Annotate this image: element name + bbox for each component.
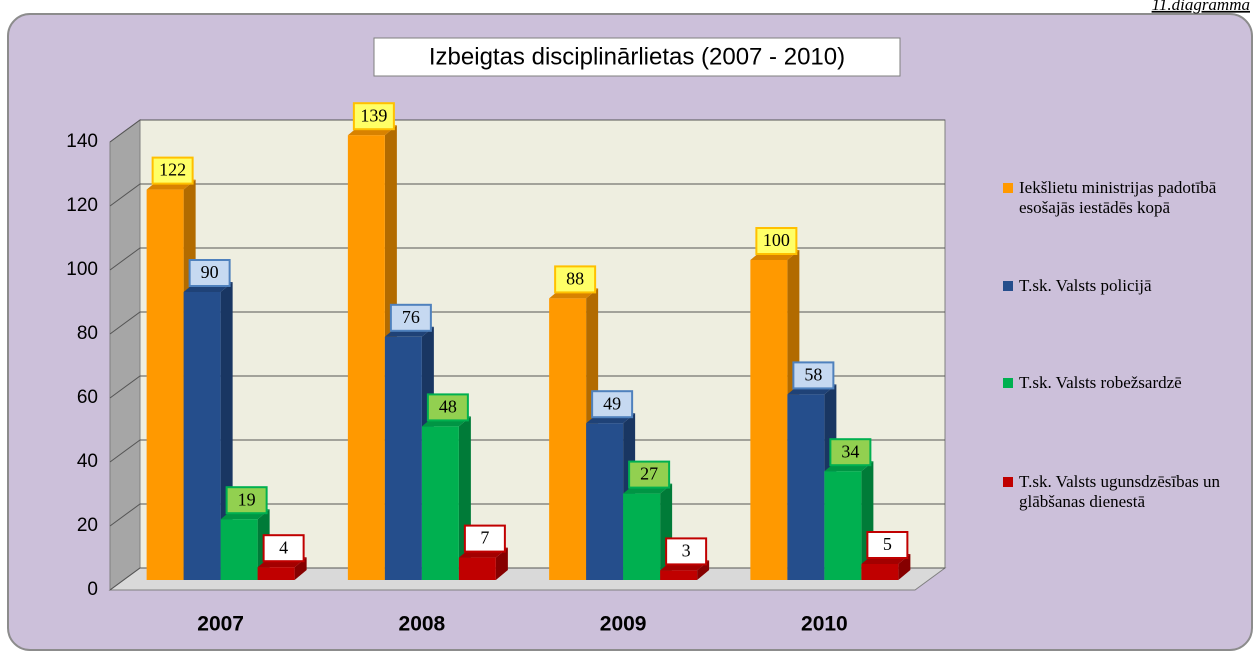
legend-label: T.sk. Valsts policijā xyxy=(1019,276,1152,295)
grid-line xyxy=(109,439,945,463)
data-label: 5 xyxy=(883,534,892,554)
data-label-box xyxy=(755,227,798,255)
bar xyxy=(861,564,899,580)
grid-line xyxy=(109,183,945,207)
y-tick-label: 0 xyxy=(87,579,98,600)
x-tick-label: 2007 xyxy=(197,613,244,636)
data-label-box xyxy=(628,460,671,489)
data-label: 90 xyxy=(201,262,219,282)
data-label: 27 xyxy=(640,464,658,484)
bar xyxy=(146,189,184,580)
bar xyxy=(183,292,221,580)
y-tick-label: 20 xyxy=(77,515,98,536)
left-wall xyxy=(109,119,141,591)
data-label-box xyxy=(151,156,194,185)
data-label-box xyxy=(463,524,506,553)
bar xyxy=(220,519,258,580)
data-label-box xyxy=(188,259,231,287)
legend-label: Iekšlietu ministrijas padotībā esošajās … xyxy=(1019,178,1217,217)
data-label: 19 xyxy=(238,489,256,509)
data-label: 48 xyxy=(439,397,457,417)
data-label: 4 xyxy=(279,537,288,557)
data-label: 76 xyxy=(402,307,420,327)
grid-line xyxy=(109,375,945,399)
legend-item: Iekšlietu ministrijas padotībā esošajās … xyxy=(1003,178,1254,218)
bar xyxy=(660,570,698,580)
legend-label: T.sk. Valsts robežsardzē xyxy=(1019,373,1182,392)
note: 11.diagramma xyxy=(1152,0,1250,14)
data-label-box xyxy=(352,102,395,131)
bar-side xyxy=(294,557,307,580)
legend-swatch xyxy=(1003,378,1013,388)
data-label: 139 xyxy=(360,105,387,125)
x-tick-label: 2008 xyxy=(399,613,446,636)
bar xyxy=(347,135,385,580)
bar xyxy=(824,471,862,580)
chart-title: Izbeigtas disciplinārlietas (2007 - 2010… xyxy=(429,43,845,70)
bar xyxy=(421,426,459,580)
bar xyxy=(384,336,422,580)
data-label-box xyxy=(426,393,469,422)
bar xyxy=(623,493,661,580)
data-label: 7 xyxy=(480,528,489,548)
bar xyxy=(549,298,587,580)
x-tick-label: 2009 xyxy=(600,613,647,636)
y-tick-label: 40 xyxy=(77,451,98,472)
bar-side xyxy=(495,547,508,580)
bar-side xyxy=(898,554,911,580)
bar xyxy=(257,567,295,580)
data-label: 34 xyxy=(841,441,859,461)
y-tick-label: 60 xyxy=(77,387,98,408)
x-tick-label: 2010 xyxy=(801,613,848,636)
grid-line xyxy=(109,119,945,143)
data-label-box xyxy=(225,486,268,515)
data-label-box xyxy=(389,303,432,332)
bar xyxy=(787,394,825,580)
data-label: 100 xyxy=(763,230,790,250)
grid-line xyxy=(109,247,945,271)
data-label-box xyxy=(665,537,708,566)
title-box xyxy=(373,37,901,77)
data-label-box xyxy=(262,534,305,563)
legend-item: T.sk. Valsts ugunsdzēsības un glābšanas … xyxy=(1003,472,1254,512)
data-label: 49 xyxy=(603,393,621,413)
legend-swatch xyxy=(1003,281,1013,291)
data-label: 122 xyxy=(159,160,186,180)
data-label-box xyxy=(792,361,835,390)
y-tick-label: 100 xyxy=(66,259,98,280)
grid-line xyxy=(109,503,945,527)
bar xyxy=(586,423,624,580)
data-label-box xyxy=(829,438,872,467)
data-label-box xyxy=(866,531,909,559)
data-label-box xyxy=(591,390,634,419)
data-label-box xyxy=(554,265,597,294)
legend-swatch xyxy=(1003,477,1013,487)
grid-line xyxy=(109,311,945,335)
data-label: 58 xyxy=(804,365,822,385)
legend-item: T.sk. Valsts policijā xyxy=(1003,276,1254,296)
data-label: 88 xyxy=(566,269,584,289)
legend-item: T.sk. Valsts robežsardzē xyxy=(1003,373,1254,393)
bar xyxy=(458,557,496,580)
legend-label: T.sk. Valsts ugunsdzēsības un glābšanas … xyxy=(1019,472,1221,511)
bar xyxy=(750,260,788,580)
legend-swatch xyxy=(1003,183,1013,193)
y-tick-label: 80 xyxy=(77,323,98,344)
data-label: 3 xyxy=(682,541,691,561)
y-tick-label: 120 xyxy=(66,195,98,216)
y-tick-label: 140 xyxy=(66,131,98,152)
